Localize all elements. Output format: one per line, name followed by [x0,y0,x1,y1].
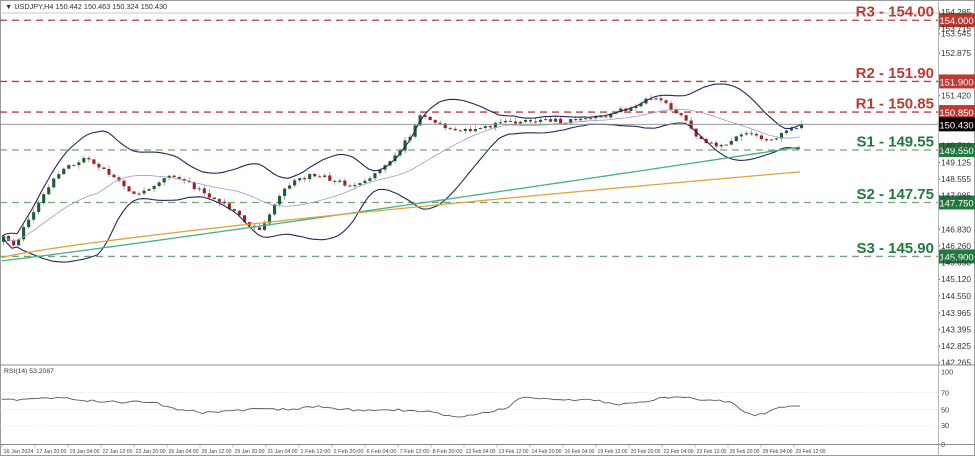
svg-text:23 Jan 20:00: 23 Jan 20:00 [136,449,166,455]
svg-text:12 Feb 04:00: 12 Feb 04:00 [466,449,496,455]
svg-text:14 Feb 20:00: 14 Feb 20:00 [532,449,562,455]
svg-text:143.965: 143.965 [941,308,971,318]
svg-text:19 Feb 12:00: 19 Feb 12:00 [598,449,628,455]
svg-text:S1 - 149.55: S1 - 149.55 [856,133,934,150]
svg-text:R3 - 154.00: R3 - 154.00 [856,4,934,21]
svg-text:100: 100 [941,368,953,377]
svg-text:146.260: 146.260 [941,241,971,251]
svg-text:R2 - 151.90: R2 - 151.90 [856,65,934,82]
svg-text:148.555: 148.555 [941,174,971,184]
svg-text:16 Jan 2024: 16 Jan 2024 [4,449,34,455]
svg-text:▼ USDJPY,H4 150.442 150.463 1: ▼ USDJPY,H4 150.442 150.463 150.324 150.… [5,2,167,11]
svg-text:2 Feb 20:00: 2 Feb 20:00 [334,449,364,455]
svg-text:147.985: 147.985 [941,191,971,201]
svg-text:17 Jan 20:00: 17 Jan 20:00 [37,449,67,455]
svg-text:26 Jan 12:00: 26 Jan 12:00 [202,449,232,455]
svg-text:142.265: 142.265 [941,357,971,367]
svg-text:29 Jan 20:00: 29 Jan 20:00 [235,449,265,455]
svg-text:70: 70 [941,388,949,397]
svg-text:154.285: 154.285 [941,7,971,17]
svg-text:145.120: 145.120 [941,274,971,284]
svg-text:22 Jan 12:00: 22 Jan 12:00 [103,449,133,455]
svg-text:28 Feb 04:00: 28 Feb 04:00 [763,449,793,455]
svg-text:149.710: 149.710 [941,140,971,150]
svg-text:20 Feb 20:00: 20 Feb 20:00 [631,449,661,455]
svg-text:S3 - 145.90: S3 - 145.90 [856,240,934,257]
svg-text:144.550: 144.550 [941,291,971,301]
svg-text:31 Jan 04:00: 31 Jan 04:00 [268,449,298,455]
svg-text:143.395: 143.395 [941,324,971,334]
svg-text:19 Jan 04:00: 19 Jan 04:00 [70,449,100,455]
svg-text:16 Feb 04:00: 16 Feb 04:00 [565,449,595,455]
svg-text:26 Jan 04:00: 26 Jan 04:00 [169,449,199,455]
svg-text:145.690: 145.690 [941,258,971,268]
svg-text:R1 - 150.85: R1 - 150.85 [856,96,934,113]
svg-text:150.430: 150.430 [939,120,973,131]
svg-text:151.900: 151.900 [939,77,973,88]
svg-text:22 Feb 04:00: 22 Feb 04:00 [664,449,694,455]
svg-text:149.125: 149.125 [941,157,971,167]
svg-text:8 Feb 20:00: 8 Feb 20:00 [433,449,463,455]
svg-text:23 Feb 12:00: 23 Feb 12:00 [697,449,727,455]
svg-text:146.830: 146.830 [941,224,971,234]
svg-text:6 Feb 04:00: 6 Feb 04:00 [367,449,397,455]
svg-text:50: 50 [941,405,949,414]
svg-text:142.825: 142.825 [941,341,971,351]
svg-text:7 Feb 12:00: 7 Feb 12:00 [400,449,430,455]
svg-text:S2 - 147.75: S2 - 147.75 [856,186,934,203]
svg-text:29 Feb 12:00: 29 Feb 12:00 [796,449,826,455]
svg-text:30: 30 [941,421,949,430]
svg-text:26 Feb 20:00: 26 Feb 20:00 [730,449,760,455]
svg-text:13 Feb 12:00: 13 Feb 12:00 [499,449,529,455]
svg-text:RSI(14) 53.2087: RSI(14) 53.2087 [4,368,54,375]
svg-text:153.545: 153.545 [941,28,971,38]
svg-text:1 Feb 12:00: 1 Feb 12:00 [301,449,331,455]
svg-text:152.875: 152.875 [941,48,971,58]
svg-text:151.420: 151.420 [941,90,971,100]
